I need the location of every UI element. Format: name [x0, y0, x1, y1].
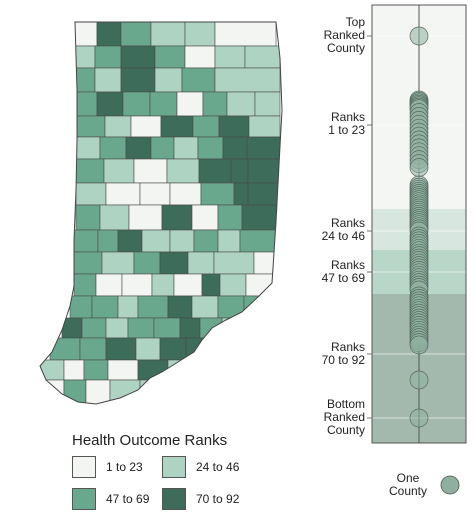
- county-dot: [409, 335, 429, 355]
- one-county-key-label: One County: [388, 471, 428, 498]
- legend-item-70-to-92: 70 to 92: [162, 488, 239, 510]
- county-polygon: [217, 204, 243, 231]
- county-polygon: [254, 91, 281, 117]
- label-ranks-24-to-46: Ranks 24 to 46: [321, 216, 365, 243]
- county-polygon: [241, 204, 279, 231]
- county-polygon: [75, 158, 105, 184]
- county-polygon: [191, 204, 219, 231]
- tick-marks: [367, 35, 372, 419]
- legend-swatch: [162, 456, 186, 478]
- label-top-ranked: Top Ranked County: [323, 15, 365, 55]
- county-polygon: [202, 91, 228, 117]
- county-dots: [409, 26, 429, 428]
- county-dot: [409, 370, 429, 390]
- county-polygon: [120, 67, 156, 93]
- legend-label: 24 to 46: [196, 460, 240, 474]
- county-dot: [409, 408, 429, 428]
- county-polygon: [176, 91, 204, 117]
- state-outline: [39, 21, 283, 405]
- county-dot: [409, 158, 429, 177]
- county-polygon: [214, 22, 277, 47]
- legend-swatch: [72, 488, 96, 510]
- strip-frame: [371, 4, 467, 444]
- county-dot: [409, 26, 429, 46]
- county-polygon: [128, 204, 163, 231]
- county-polygon: [96, 91, 124, 117]
- label-ranks-1-to-23: Ranks 1 to 23: [328, 110, 365, 137]
- county-polygon: [226, 91, 256, 117]
- legend-label: 47 to 69: [106, 492, 150, 506]
- county-polygon: [94, 67, 122, 93]
- legend-swatch: [162, 488, 186, 510]
- legend-label: 70 to 92: [196, 492, 240, 506]
- county-polygon: [133, 158, 168, 184]
- legend-item-24-to-46: 24 to 46: [162, 456, 239, 478]
- legend-label: 1 to 23: [106, 460, 143, 474]
- legend-item-47-to-69: 47 to 69: [72, 488, 149, 510]
- county-polygon: [154, 67, 183, 93]
- label-bottom-ranked: Bottom Ranked County: [323, 397, 365, 437]
- county-polygon: [75, 204, 101, 231]
- legend-swatch: [72, 456, 96, 478]
- one-county-key-dot: [440, 475, 460, 495]
- county-polygon: [150, 22, 186, 47]
- label-ranks-70-to-92: Ranks 70 to 92: [321, 340, 365, 367]
- label-ranks-47-to-69: Ranks 47 to 69: [321, 258, 365, 285]
- legend-title: Health Outcome Ranks: [72, 432, 228, 449]
- legend-item-1-to-23: 1 to 23: [72, 456, 143, 478]
